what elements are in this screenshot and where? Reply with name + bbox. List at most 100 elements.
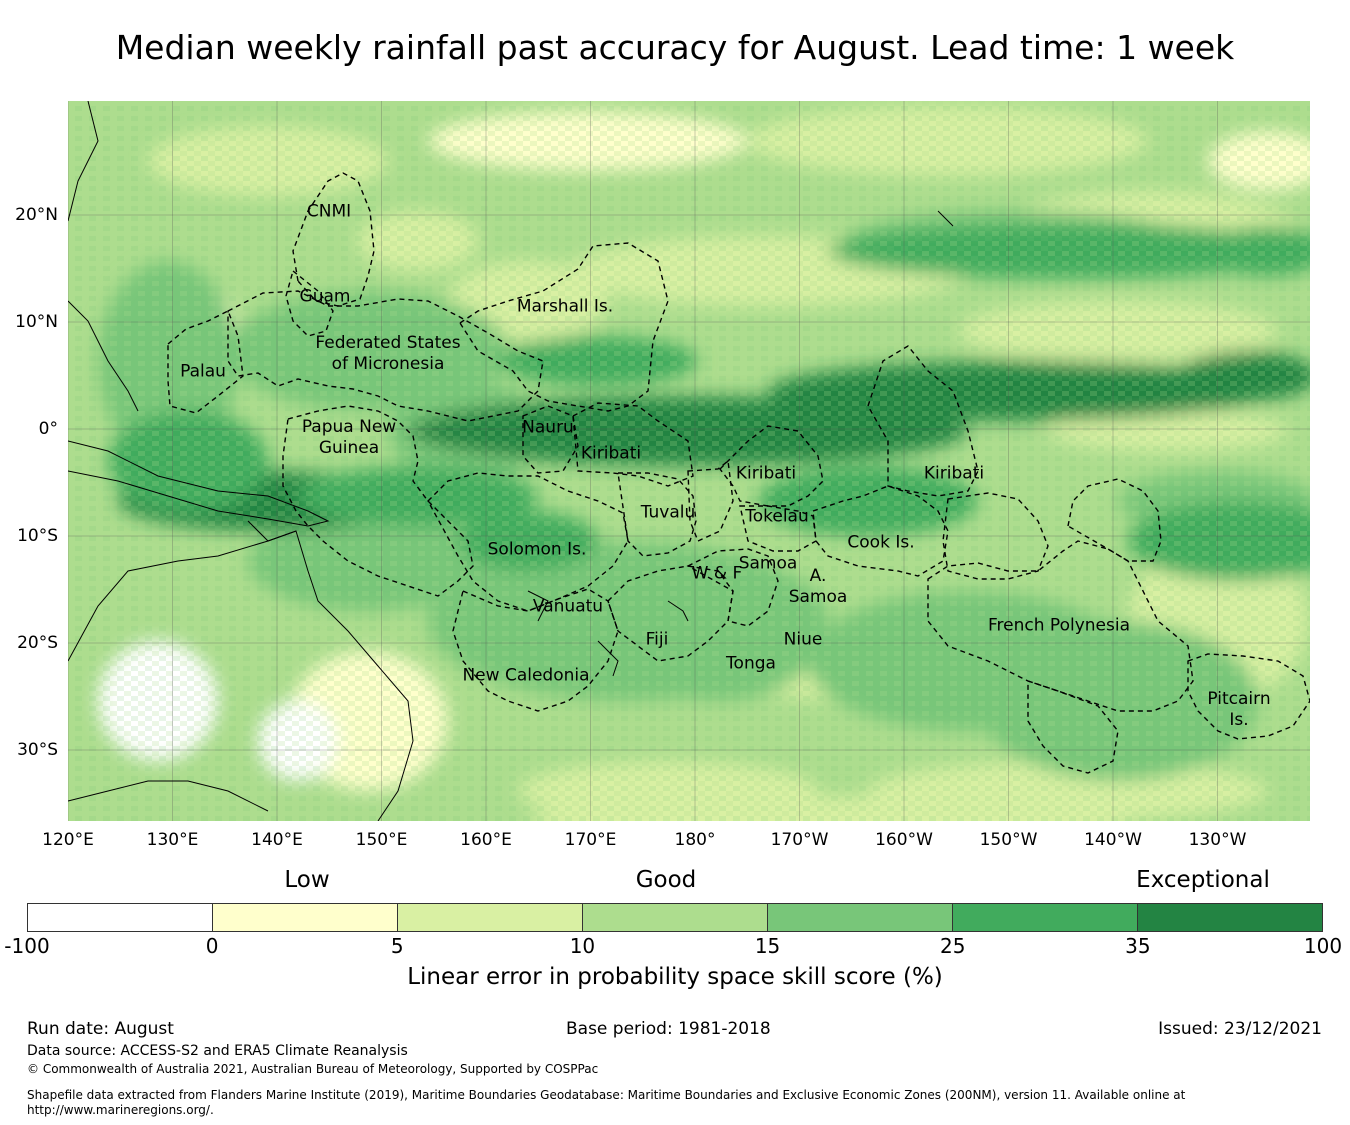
map-canvas	[67, 100, 1348, 846]
colorbar	[27, 903, 1323, 932]
colorbar-segment	[213, 904, 398, 931]
run-date: Run date: August	[27, 1019, 174, 1039]
coastline	[67, 440, 330, 527]
colorbar-tick-label: 5	[390, 934, 404, 958]
region-label-federated-states-of-micronesia: Federated States of Micronesia	[315, 333, 461, 374]
data-source: Data source: ACCESS-S2 and ERA5 Climate …	[27, 1043, 408, 1059]
colorbar-segment	[953, 904, 1138, 931]
x-tick-label: 130°W	[1188, 830, 1247, 850]
eez-boundaries	[167, 172, 1311, 774]
x-tick-label: 160°W	[875, 830, 933, 850]
colorbar-tick-label: 10	[569, 934, 596, 958]
region-label-w-f: W & F	[691, 563, 743, 584]
eez-boundary	[572, 402, 694, 487]
coastline	[937, 210, 954, 227]
region-label-new-caledonia: New Caledonia	[462, 665, 590, 686]
eez-boundary	[867, 345, 979, 497]
y-tick-label: 10°S	[17, 526, 58, 546]
x-tick-label: 170°E	[564, 830, 617, 850]
x-tick-label: 150°E	[355, 830, 408, 850]
eez-boundary	[282, 405, 474, 597]
colorbar-tick-label: 100	[1303, 934, 1343, 958]
coastline	[67, 300, 139, 412]
shapefile-credit-line2: http://www.marineregions.org/.	[27, 1103, 214, 1117]
coastline	[667, 600, 689, 622]
region-label-tuvalu: Tuvalu	[640, 502, 696, 523]
region-label-guam: Guam	[299, 286, 351, 307]
region-label-tokelau: Tokelau	[745, 506, 809, 527]
colorbar-tick-label: -100	[4, 934, 50, 958]
y-tick-label: 10°N	[15, 312, 58, 332]
x-tick-label: 120°E	[42, 830, 94, 850]
region-label-solomon-is: Solomon Is.	[487, 539, 587, 560]
copyright: © Commonwealth of Australia 2021, Austra…	[27, 1062, 599, 1076]
region-label-cook-is: Cook Is.	[847, 532, 915, 553]
eez-boundary	[227, 290, 544, 422]
legend-category-exceptional: Exceptional	[1136, 867, 1270, 893]
coastline	[247, 520, 297, 542]
region-label-niue: Niue	[783, 629, 823, 650]
colorbar-label: Linear error in probability space skill …	[407, 964, 943, 990]
eez-boundary	[687, 459, 734, 542]
eez-boundary	[686, 548, 779, 627]
eez-boundary	[522, 405, 579, 474]
region-label-kiribati: Kiribati	[580, 443, 642, 464]
coastline	[67, 100, 99, 222]
coastlines	[67, 100, 954, 822]
region-label-a-samoa: A. Samoa	[788, 566, 848, 607]
eez-boundary	[927, 540, 1194, 712]
colorbar-segment	[28, 904, 213, 931]
chart-title: Median weekly rainfall past accuracy for…	[115, 28, 1235, 67]
coastline	[597, 640, 619, 677]
region-label-french-polynesia: French Polynesia	[988, 615, 1130, 636]
skill-map	[67, 100, 1348, 846]
x-tick-label: 160°E	[460, 830, 512, 850]
eez-boundary	[812, 485, 949, 577]
eez-boundary	[942, 492, 1049, 580]
colorbar-tick-label: 0	[205, 934, 219, 958]
coastline	[527, 590, 549, 622]
region-label-marshall-is: Marshall Is.	[516, 296, 614, 317]
y-tick-label: 20°N	[15, 205, 58, 225]
x-tick-label: 130°E	[146, 830, 199, 850]
region-label-kiribati: Kiribati	[923, 463, 985, 484]
base-period: Base period: 1981-2018	[566, 1019, 771, 1039]
x-tick-label: 140°E	[251, 830, 303, 850]
region-label-pitcairn-is: Pitcairn Is.	[1207, 689, 1271, 730]
legend-category-good: Good	[635, 867, 697, 893]
y-tick-label: 0°	[38, 419, 58, 439]
x-tick-label: 180°	[674, 830, 716, 850]
coastline	[67, 780, 269, 812]
y-tick-label: 20°S	[17, 633, 58, 653]
colorbar-segment	[1138, 904, 1322, 931]
eez-boundary	[617, 472, 697, 557]
x-tick-label: 170°W	[770, 830, 829, 850]
region-label-nauru: Nauru	[522, 417, 574, 438]
region-label-cnmi: CNMI	[306, 201, 352, 222]
region-label-papua-new-guinea: Papua New Guinea	[301, 417, 397, 458]
colorbar-segment	[398, 904, 583, 931]
eez-boundary	[427, 472, 629, 612]
region-label-palau: Palau	[180, 361, 226, 382]
region-label-fiji: Fiji	[645, 629, 669, 650]
legend-category-low: Low	[284, 867, 330, 893]
eez-boundary	[1187, 653, 1311, 740]
colorbar-segment	[768, 904, 953, 931]
colorbar-segment	[583, 904, 768, 931]
eez-boundary	[452, 588, 619, 712]
coastline	[67, 530, 414, 822]
eez-boundary	[1067, 478, 1162, 562]
colorbar-tick-label: 25	[939, 934, 966, 958]
region-label-samoa: Samoa	[738, 553, 798, 574]
issued-date: Issued: 23/12/2021	[1158, 1019, 1322, 1039]
eez-boundary	[167, 310, 244, 414]
colorbar-tick-label: 35	[1125, 934, 1151, 958]
eez-boundary	[739, 505, 817, 552]
x-tick-label: 150°W	[979, 830, 1038, 850]
x-tick-label: 140°W	[1084, 830, 1142, 850]
y-tick-label: 30°S	[17, 740, 58, 760]
region-label-kiribati: Kiribati	[735, 463, 797, 484]
colorbar-tick-label: 15	[754, 934, 781, 958]
region-label-tonga: Tonga	[726, 653, 776, 674]
field-texture	[68, 101, 1310, 821]
